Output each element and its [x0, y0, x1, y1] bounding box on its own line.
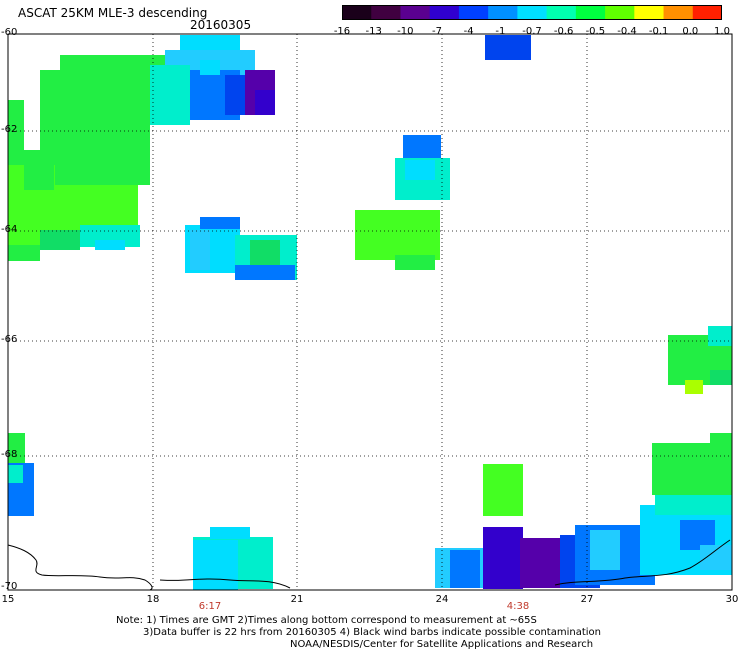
- map-title: ASCAT 25KM MLE-3 descending: [18, 6, 208, 20]
- colorbar-segment: [575, 5, 606, 20]
- data-cell: [355, 210, 440, 260]
- colorbar-tick-label: -16: [333, 26, 351, 37]
- data-cell: [405, 160, 435, 180]
- colorbar-segment: [546, 5, 577, 20]
- colorbar-tick-label: -4: [463, 26, 474, 37]
- data-cell: [710, 370, 732, 385]
- grid-lines: [8, 34, 732, 590]
- data-cell: [395, 255, 435, 270]
- data-cell: [40, 230, 80, 250]
- coastline: [7, 539, 731, 591]
- data-cell: [685, 380, 703, 394]
- data-cell: [95, 240, 125, 250]
- data-cell: [483, 464, 523, 516]
- colorbar-segment: [605, 5, 635, 20]
- data-cell: [193, 540, 238, 590]
- data-cell: [485, 35, 531, 60]
- time-label-438: 4:38: [506, 601, 530, 612]
- map-frame: [7, 33, 733, 591]
- data-cell: [710, 433, 732, 448]
- colorbar-tick-label: -0.7: [522, 26, 542, 37]
- colorbar-segment: [634, 5, 665, 20]
- data-cell: [24, 150, 54, 190]
- colorbar-segment: [342, 5, 372, 20]
- note-line-2: 3)Data buffer is 22 hrs from 20160305 4)…: [143, 627, 601, 638]
- data-cell: [150, 65, 190, 125]
- colorbar-segment: [400, 5, 431, 20]
- colorbar-tick-label: -10: [397, 26, 414, 37]
- colorbar-tick-label: -0.4: [617, 26, 637, 37]
- time-label-617: 6:17: [198, 601, 222, 612]
- colorbar-tick-label: -7: [432, 26, 442, 37]
- longitude-label: 30: [725, 594, 739, 605]
- latitude-label: -60: [1, 27, 18, 38]
- data-cell: [190, 230, 210, 270]
- colorbar-tick-label: -1: [495, 26, 506, 37]
- latitude-label: -70: [1, 581, 18, 592]
- data-cell: [708, 326, 732, 346]
- colorbar-tick-label: -0.5: [585, 26, 606, 37]
- colorbar-segment: [371, 5, 401, 20]
- longitude-label: 24: [435, 594, 449, 605]
- data-cell: [450, 550, 480, 588]
- data-cell: [655, 495, 732, 515]
- longitude-label: 27: [580, 594, 594, 605]
- data-cell: [483, 527, 523, 589]
- colorbar-segment: [429, 5, 460, 20]
- colorbar-segment: [458, 5, 489, 20]
- data-cell: [8, 465, 23, 483]
- note-line-1: Note: 1) Times are GMT 2)Times along bot…: [116, 615, 537, 626]
- colorbar-tick-label: 0.0: [682, 26, 699, 37]
- data-cell: [210, 527, 250, 539]
- data-cell: [200, 217, 240, 229]
- data-cell: [700, 545, 732, 570]
- colorbar-segment: [517, 5, 548, 20]
- data-cell: [235, 265, 295, 280]
- colorbar-tick-label: -0.1: [648, 26, 669, 37]
- colorbar-segment: [488, 5, 518, 20]
- colorbar-tick-label: 1.0: [714, 26, 730, 37]
- latitude-label: -64: [1, 224, 18, 235]
- latitude-label: -68: [1, 449, 18, 460]
- longitude-label: 18: [146, 594, 160, 605]
- latitude-label: -66: [1, 334, 18, 345]
- colorbar-tick-label: -13: [365, 26, 382, 37]
- longitude-label: 15: [1, 594, 15, 605]
- longitude-label: 21: [290, 594, 304, 605]
- note-line-3: NOAA/NESDIS/Center for Satellite Applica…: [290, 639, 594, 650]
- colorbar-tick-label: -0.6: [553, 26, 574, 37]
- latitude-label: -62: [1, 124, 18, 135]
- data-cell: [8, 245, 40, 261]
- colorbar-tick-labels: -16 -13 -10 -7 -4 -1 -0.7 -0.6 -0.5 -0.4 -0.1 0.0 1.…: [334, 26, 730, 38]
- data-cell: [590, 530, 620, 570]
- data-cell: [255, 90, 275, 115]
- data-cell: [8, 433, 25, 465]
- colorbar-segment: [692, 5, 722, 20]
- data-cells: [8, 35, 732, 590]
- data-cell: [55, 125, 150, 185]
- colorbar-segment: [663, 5, 694, 20]
- data-cell: [652, 443, 732, 495]
- data-cell: [200, 60, 220, 75]
- map-date: 20160305: [190, 18, 252, 32]
- data-cell: [403, 135, 441, 159]
- colorbar: [342, 5, 722, 20]
